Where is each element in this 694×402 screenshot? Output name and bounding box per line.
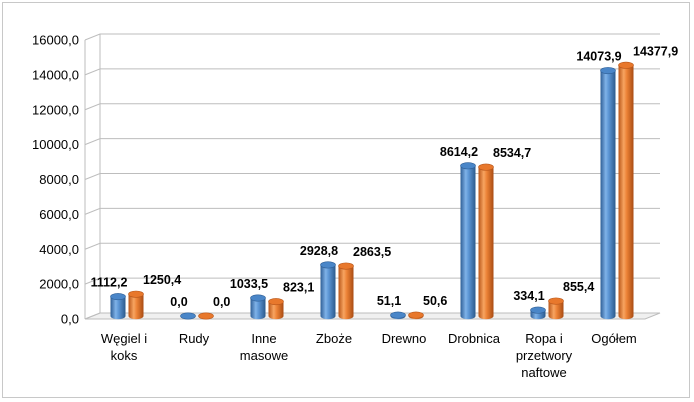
- data-label: 8534,7: [493, 146, 531, 160]
- y-tick-label: 4000,0: [39, 242, 79, 257]
- bar-s1-7: [618, 61, 634, 320]
- category-label: Zboże: [316, 331, 352, 346]
- y-tick-label: 2000,0: [39, 277, 79, 292]
- bar-s1-5: [478, 163, 494, 320]
- label-layer: 1112,20,01033,52928,851,18614,2334,11407…: [91, 44, 679, 380]
- category-label: Inne masowe: [240, 331, 288, 363]
- category-label: Węgiel i koks: [101, 331, 147, 363]
- bar-s0-6: [530, 306, 546, 320]
- bar-s0-7: [600, 67, 616, 320]
- bar-s1-2: [268, 298, 284, 320]
- data-label: 823,1: [283, 281, 314, 295]
- axis-layer: 0,0 2000,0 4000,0 6000,0 8000,0 10000,0 12000,…: [32, 33, 101, 327]
- y-tick-label: 10000,0: [32, 137, 79, 152]
- y-tick-label: 16000,0: [32, 33, 79, 48]
- data-label: 51,1: [377, 294, 401, 308]
- bar-s1-4: [408, 311, 424, 320]
- data-label: 0,0: [170, 295, 187, 309]
- data-label: 1033,5: [230, 277, 268, 291]
- data-label: 14073,9: [576, 50, 621, 64]
- y-tick-label: 0,0: [61, 312, 79, 327]
- bar-s0-5: [460, 162, 476, 320]
- bar-s1-1: [198, 312, 214, 320]
- data-label: 2928,8: [300, 244, 338, 258]
- bar-layer: [110, 61, 634, 320]
- category-label: Drobnica: [448, 331, 501, 346]
- category-label: Drewno: [382, 331, 427, 346]
- bar-s1-3: [338, 262, 354, 320]
- bar-s0-3: [320, 261, 336, 320]
- y-tick-label: 6000,0: [39, 207, 79, 222]
- data-label: 0,0: [213, 295, 230, 309]
- data-label: 50,6: [423, 294, 447, 308]
- y-tick-label: 12000,0: [32, 102, 79, 117]
- bar-s0-2: [250, 294, 266, 320]
- data-label: 8614,2: [440, 145, 478, 159]
- category-label: Ogółem: [591, 331, 637, 346]
- chart-floor: [84, 312, 661, 320]
- data-label: 855,4: [563, 280, 594, 294]
- bar-s0-4: [390, 311, 406, 320]
- bar-s0-0: [110, 293, 126, 320]
- category-label: Ropa i przetwory naftowe: [516, 331, 573, 380]
- data-label: 1250,4: [143, 273, 181, 287]
- data-label: 1112,2: [91, 276, 128, 290]
- category-label: Rudy: [179, 331, 210, 346]
- y-tick-label: 14000,0: [32, 67, 79, 82]
- bar-s1-6: [548, 297, 564, 320]
- bar-s1-0: [128, 290, 144, 320]
- data-label: 334,1: [513, 289, 544, 303]
- bar-s0-1: [180, 312, 196, 320]
- data-label: 14377,9: [633, 44, 678, 58]
- data-label: 2863,5: [353, 245, 391, 259]
- y-tick-label: 8000,0: [39, 172, 79, 187]
